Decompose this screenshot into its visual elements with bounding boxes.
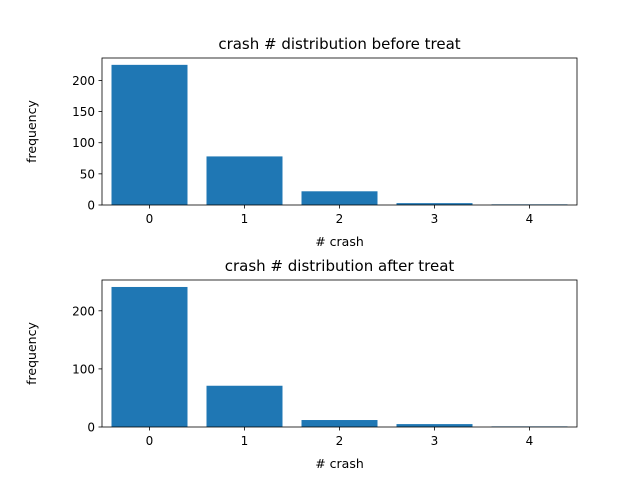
bar — [301, 420, 378, 427]
y-tick-label: 0 — [87, 421, 95, 435]
y-tick-label: 50 — [80, 167, 95, 181]
x-tick-label: 4 — [526, 434, 534, 448]
bar — [206, 156, 283, 205]
y-axis-label: frequency — [24, 100, 39, 163]
x-tick-label: 3 — [431, 212, 439, 226]
chart-title: crash # distribution before treat — [218, 35, 460, 53]
y-tick-label: 100 — [72, 362, 95, 376]
y-tick-label: 200 — [72, 304, 95, 318]
x-axis-label: # crash — [315, 234, 364, 249]
x-axis-label: # crash — [315, 456, 364, 471]
bar — [396, 424, 473, 427]
bar — [206, 385, 283, 427]
y-tick-label: 200 — [72, 74, 95, 88]
x-tick-label: 2 — [336, 434, 344, 448]
x-tick-label: 1 — [241, 434, 249, 448]
chart-panel-1: 0 1 2 3 4 0 100 200 crash # distribution after t… — [24, 257, 578, 471]
x-tick-label: 0 — [146, 212, 154, 226]
x-tick-label: 1 — [241, 212, 249, 226]
y-tick-label: 150 — [72, 105, 95, 119]
y-tick-label: 0 — [87, 199, 95, 213]
bar — [111, 64, 188, 206]
bar — [396, 203, 473, 205]
bar — [111, 286, 188, 427]
bar — [301, 191, 378, 205]
x-tick-label: 4 — [526, 212, 534, 226]
x-tick-label: 3 — [431, 434, 439, 448]
x-tick-label: 0 — [146, 434, 154, 448]
x-tick-label: 2 — [336, 212, 344, 226]
y-axis-label: frequency — [24, 322, 39, 385]
chart-title: crash # distribution after treat — [225, 257, 455, 275]
y-tick-label: 100 — [72, 136, 95, 150]
chart-panel-0: 0 1 2 3 4 0 50 100 150 200 crash # distribution be… — [24, 35, 578, 249]
